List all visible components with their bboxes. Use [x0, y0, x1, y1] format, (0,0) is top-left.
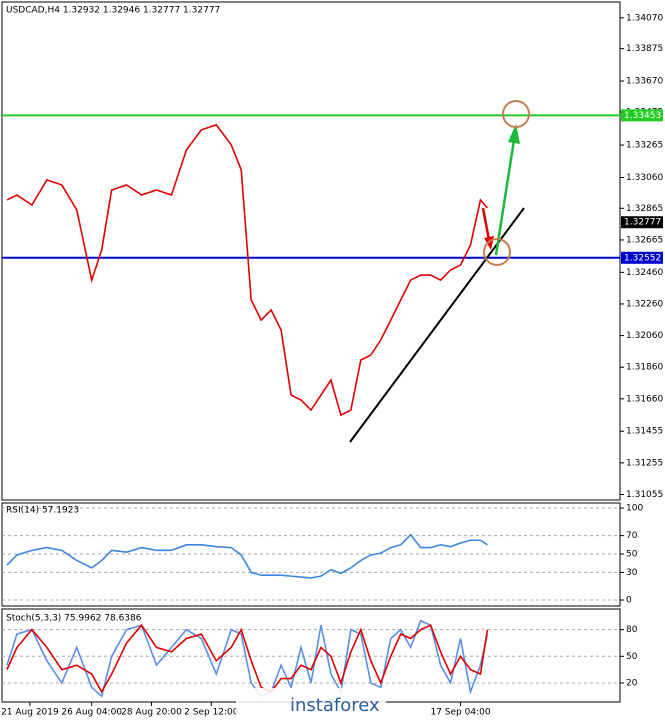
x-tick-label: 2 Sep 12:00 — [184, 708, 239, 718]
y-tick-label: 1.32060 — [626, 331, 663, 341]
chart-title: USDCAD,H4 1.32932 1.32946 1.32777 1.3277… — [6, 6, 220, 16]
series-line — [6, 619, 489, 698]
trend-line — [349, 207, 525, 443]
y-tick-label: 100 — [626, 504, 643, 514]
price-tag-label: 1.32777 — [624, 218, 661, 228]
price-tag-label: 1.33453 — [624, 111, 661, 121]
plot-layer: 1.340701.338751.336701.334751.332651.330… — [1, 13, 663, 717]
y-tick-label: 80 — [626, 625, 638, 635]
stoch-title: Stoch(5,3,3) 75.9962 78.6386 — [6, 614, 142, 624]
rsi-title: RSI(14) 57.1923 — [6, 506, 79, 516]
x-tick-label: 21 Aug 2019 — [1, 708, 59, 718]
target-circle — [502, 100, 530, 128]
y-tick-label: 1.32260 — [626, 299, 663, 309]
y-tick-label: 1.34070 — [626, 13, 663, 23]
y-tick-label: 50 — [626, 652, 638, 662]
forecast-arrow — [494, 139, 516, 256]
y-tick-label: 1.31660 — [626, 394, 663, 404]
y-tick-label: 1.32460 — [626, 268, 663, 278]
series-line — [6, 623, 489, 694]
pullback-arrow — [481, 207, 491, 241]
price-tag — [621, 251, 663, 264]
price-tag-label: 1.32552 — [624, 253, 661, 263]
y-tick-label: 70 — [626, 531, 638, 541]
series-line — [6, 123, 489, 417]
y-tick-label: 50 — [626, 550, 638, 560]
y-tick-label: 30 — [626, 568, 638, 578]
price-tag — [621, 109, 663, 122]
price-tag — [621, 216, 663, 229]
y-tick-label: 1.33670 — [626, 77, 663, 87]
y-tick-label: 1.33265 — [626, 141, 663, 151]
y-tick-label: 1.32665 — [626, 235, 663, 245]
y-tick-label: 0 — [626, 596, 632, 606]
target-circle — [483, 238, 511, 266]
y-tick-label: 20 — [626, 678, 638, 688]
main-frame — [1, 1, 621, 501]
series-line — [6, 533, 488, 579]
x-tick-label: 17 Sep 04:00 — [430, 708, 490, 718]
y-tick-label: 1.33875 — [626, 44, 663, 54]
watermark: instaforex — [290, 695, 380, 716]
x-tick-label: 26 Aug 04:00 — [61, 708, 122, 718]
arrow-head — [508, 124, 520, 144]
x-tick-label: 28 Aug 20:00 — [121, 708, 182, 718]
y-tick-label: 1.31455 — [626, 427, 663, 437]
y-tick-label: 1.31055 — [626, 490, 663, 500]
y-tick-label: 1.31860 — [626, 363, 663, 373]
watermark-box — [236, 688, 386, 722]
y-tick-label: 1.31255 — [626, 458, 663, 468]
y-tick-label: 1.33060 — [626, 173, 663, 183]
y-tick-label: 1.32865 — [626, 204, 663, 214]
